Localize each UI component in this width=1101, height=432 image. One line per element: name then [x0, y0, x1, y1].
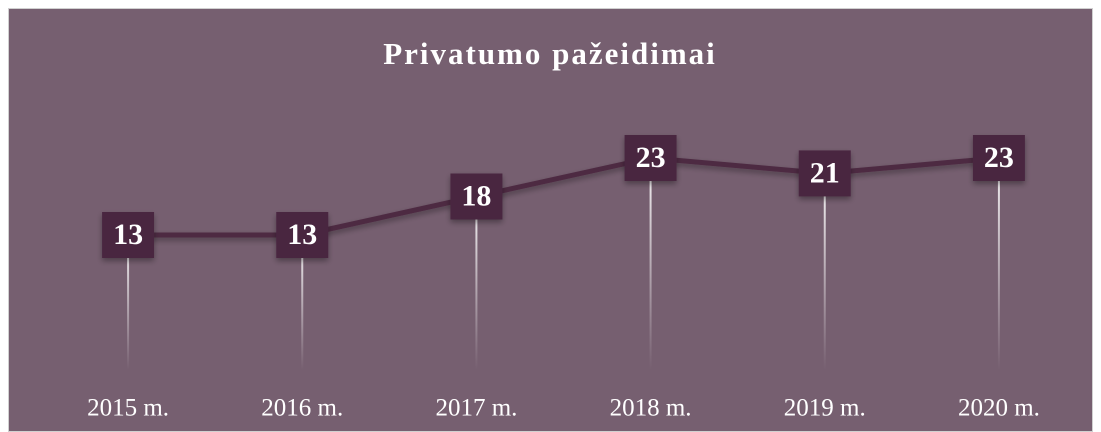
data-label: 18 [461, 179, 491, 212]
lines [128, 155, 1000, 238]
data-marker [624, 135, 677, 181]
markers: 13 13 18 23 21 23 [102, 135, 1025, 258]
x-tick-label: 2020 m. [958, 395, 1040, 422]
x-tick-label: 2018 m. [610, 395, 692, 422]
data-label: 13 [287, 218, 317, 251]
x-tick-label: 2015 m. [87, 395, 169, 422]
data-label: 23 [984, 141, 1014, 174]
data-marker [102, 212, 155, 258]
chart-title: Privatumo pažeidimai [383, 36, 717, 71]
data-label: 21 [810, 156, 840, 189]
data-marker [798, 150, 851, 197]
drop-line [823, 173, 826, 370]
data-marker [972, 135, 1025, 181]
drop-line [127, 235, 130, 370]
drop-line [649, 158, 652, 370]
x-tick-label: 2019 m. [784, 395, 866, 422]
data-marker [276, 212, 329, 258]
x-tick-label: 2017 m. [435, 395, 517, 422]
chart-background [8, 8, 1093, 432]
data-label: 23 [636, 141, 666, 174]
drop-line [301, 235, 304, 370]
x-tick-label: 2016 m. [261, 395, 343, 422]
data-label: 13 [113, 218, 143, 251]
series-line [128, 155, 1000, 238]
drop-line [997, 158, 1000, 370]
drop-line [475, 196, 478, 370]
data-marker [450, 173, 503, 220]
drop-lines [127, 158, 1000, 370]
